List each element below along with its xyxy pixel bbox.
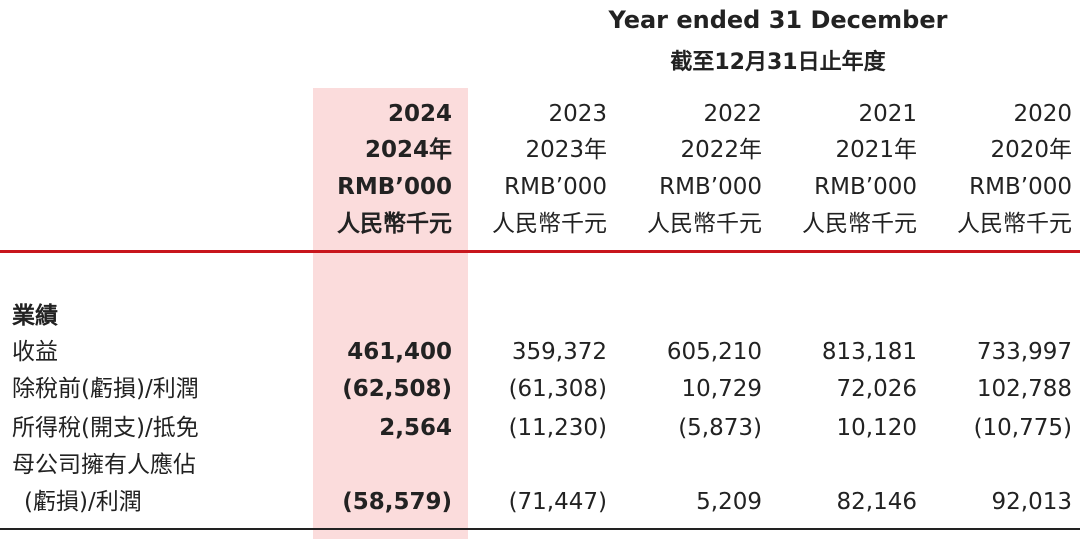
cell-attr-2020: 92,013 (991, 489, 1072, 515)
cell-attr-2021: 82,146 (836, 489, 917, 515)
cell-tax-2023: (11,230) (508, 415, 607, 441)
cell-revenue-2023: 359,372 (511, 339, 607, 365)
col-2020-year-zh: 2020年 (990, 137, 1072, 163)
row-label-attributable: 母公司擁有人應佔 (12, 452, 196, 478)
col-2023-unit-zh: 人民幣千元 (492, 211, 607, 237)
cell-attr-2024: (58,579) (342, 489, 452, 515)
cell-pbt-2021: 72,026 (836, 376, 917, 402)
col-2022-unit: RMB’000 (659, 174, 762, 200)
col-2022-year: 2022 (703, 101, 762, 127)
col-2023-year-zh: 2023年 (525, 137, 607, 163)
col-2020-year: 2020 (1013, 101, 1072, 127)
cell-pbt-2022: 10,729 (681, 376, 762, 402)
table-bottom-rule (0, 528, 1080, 530)
col-2024-year-zh: 2024年 (364, 137, 452, 163)
cell-tax-2020: (10,775) (973, 415, 1072, 441)
cell-pbt-2024: (62,508) (342, 376, 452, 402)
cell-tax-2024: 2,564 (379, 415, 452, 441)
col-2022-year-zh: 2022年 (680, 137, 762, 163)
col-2020-unit: RMB’000 (969, 174, 1072, 200)
col-2024-year: 2024 (387, 101, 452, 127)
row-label-loss-profit: (虧損)/利潤 (24, 489, 142, 515)
col-2021-year: 2021 (858, 101, 917, 127)
col-2021-year-zh: 2021年 (835, 137, 917, 163)
cell-pbt-2020: 102,788 (976, 376, 1072, 402)
col-2020-unit-zh: 人民幣千元 (957, 211, 1072, 237)
header-divider (0, 250, 1080, 253)
col-2024-unit-zh: 人民幣千元 (337, 211, 452, 237)
cell-revenue-2021: 813,181 (821, 339, 917, 365)
cell-tax-2021: 10,120 (836, 415, 917, 441)
row-label-revenue: 收益 (12, 339, 58, 365)
current-year-highlight (313, 88, 468, 539)
col-2023-year: 2023 (548, 101, 607, 127)
cell-tax-2022: (5,873) (678, 415, 762, 441)
cell-revenue-2020: 733,997 (976, 339, 1072, 365)
header-title-zh: 截至12月31日止年度 (670, 50, 886, 75)
cell-pbt-2023: (61,308) (508, 376, 607, 402)
col-2024-unit: RMB’000 (337, 174, 452, 200)
row-label-profit-before-tax: 除稅前(虧損)/利潤 (12, 376, 199, 402)
section-title: 業績 (12, 303, 58, 329)
cell-revenue-2022: 605,210 (666, 339, 762, 365)
col-2023-unit: RMB’000 (504, 174, 607, 200)
header-title-en: Year ended 31 December (608, 6, 948, 34)
col-2022-unit-zh: 人民幣千元 (647, 211, 762, 237)
col-2021-unit-zh: 人民幣千元 (802, 211, 917, 237)
cell-revenue-2024: 461,400 (347, 339, 452, 365)
cell-attr-2023: (71,447) (508, 489, 607, 515)
col-2021-unit: RMB’000 (814, 174, 917, 200)
row-label-income-tax: 所得稅(開支)/抵免 (12, 415, 199, 441)
cell-attr-2022: 5,209 (696, 489, 762, 515)
